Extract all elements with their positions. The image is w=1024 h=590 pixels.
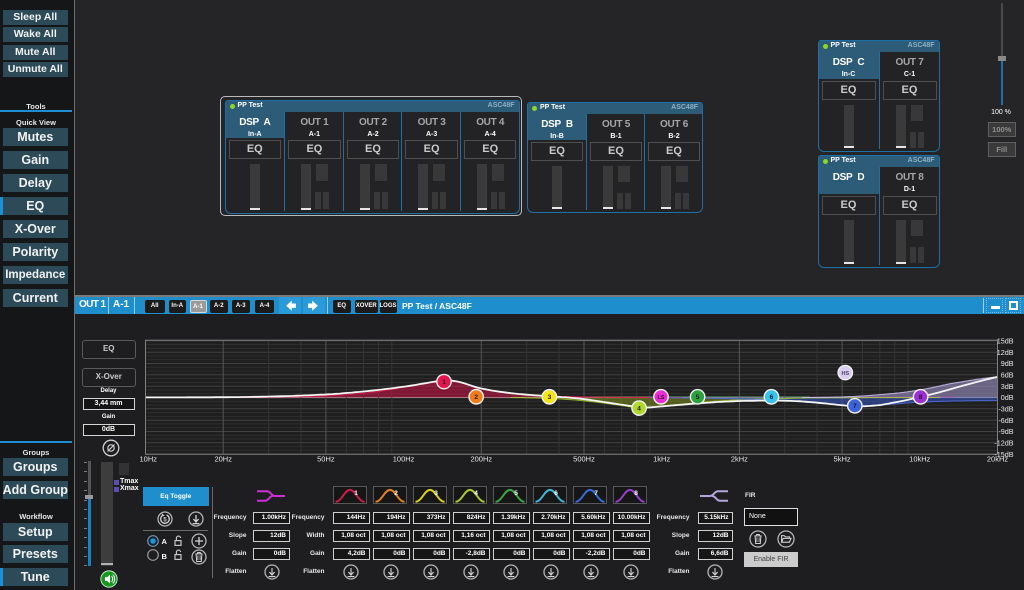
svg-text:20Hz: 20Hz [214, 455, 232, 464]
svg-text:1: 1 [354, 490, 358, 497]
svg-text:3: 3 [434, 490, 438, 497]
svg-text:5: 5 [696, 394, 700, 401]
svg-text:7: 7 [853, 403, 857, 410]
svg-text:7: 7 [594, 490, 598, 497]
svg-text:-15dB: -15dB [994, 450, 1013, 459]
svg-text:HS: HS [841, 371, 849, 377]
svg-text:6dB: 6dB [1001, 370, 1014, 379]
svg-text:-12dB: -12dB [994, 438, 1013, 447]
svg-text:LS: LS [657, 395, 664, 401]
svg-text:5kHz: 5kHz [834, 455, 851, 464]
svg-text:1kHz: 1kHz [653, 455, 670, 464]
svg-text:-3dB: -3dB [998, 404, 1013, 413]
svg-text:10kHz: 10kHz [909, 455, 931, 464]
svg-text:20kHz: 20kHz [987, 455, 1009, 464]
svg-text:-9dB: -9dB [998, 427, 1013, 436]
svg-text:-6dB: -6dB [998, 416, 1013, 425]
svg-text:5: 5 [514, 490, 518, 497]
svg-text:15dB: 15dB [997, 336, 1014, 345]
svg-text:2kHz: 2kHz [731, 455, 748, 464]
svg-text:500Hz: 500Hz [573, 455, 595, 464]
svg-text:4: 4 [474, 490, 478, 497]
svg-text:8: 8 [634, 490, 638, 497]
svg-text:200Hz: 200Hz [470, 455, 492, 464]
svg-text:5: 5 [163, 517, 167, 523]
svg-text:2: 2 [394, 490, 398, 497]
svg-text:10Hz: 10Hz [140, 455, 157, 464]
svg-text:6: 6 [554, 490, 558, 497]
svg-text:12dB: 12dB [997, 348, 1014, 357]
svg-text:1: 1 [442, 379, 446, 386]
svg-text:0dB: 0dB [1001, 393, 1014, 402]
svg-text:3dB: 3dB [1001, 382, 1014, 391]
svg-text:8: 8 [919, 394, 923, 401]
svg-text:6: 6 [770, 394, 774, 401]
svg-text:3: 3 [548, 394, 552, 401]
svg-text:4: 4 [637, 405, 641, 412]
svg-text:9dB: 9dB [1001, 359, 1014, 368]
svg-text:2: 2 [474, 394, 478, 401]
svg-text:50Hz: 50Hz [317, 455, 335, 464]
svg-text:100Hz: 100Hz [393, 455, 415, 464]
